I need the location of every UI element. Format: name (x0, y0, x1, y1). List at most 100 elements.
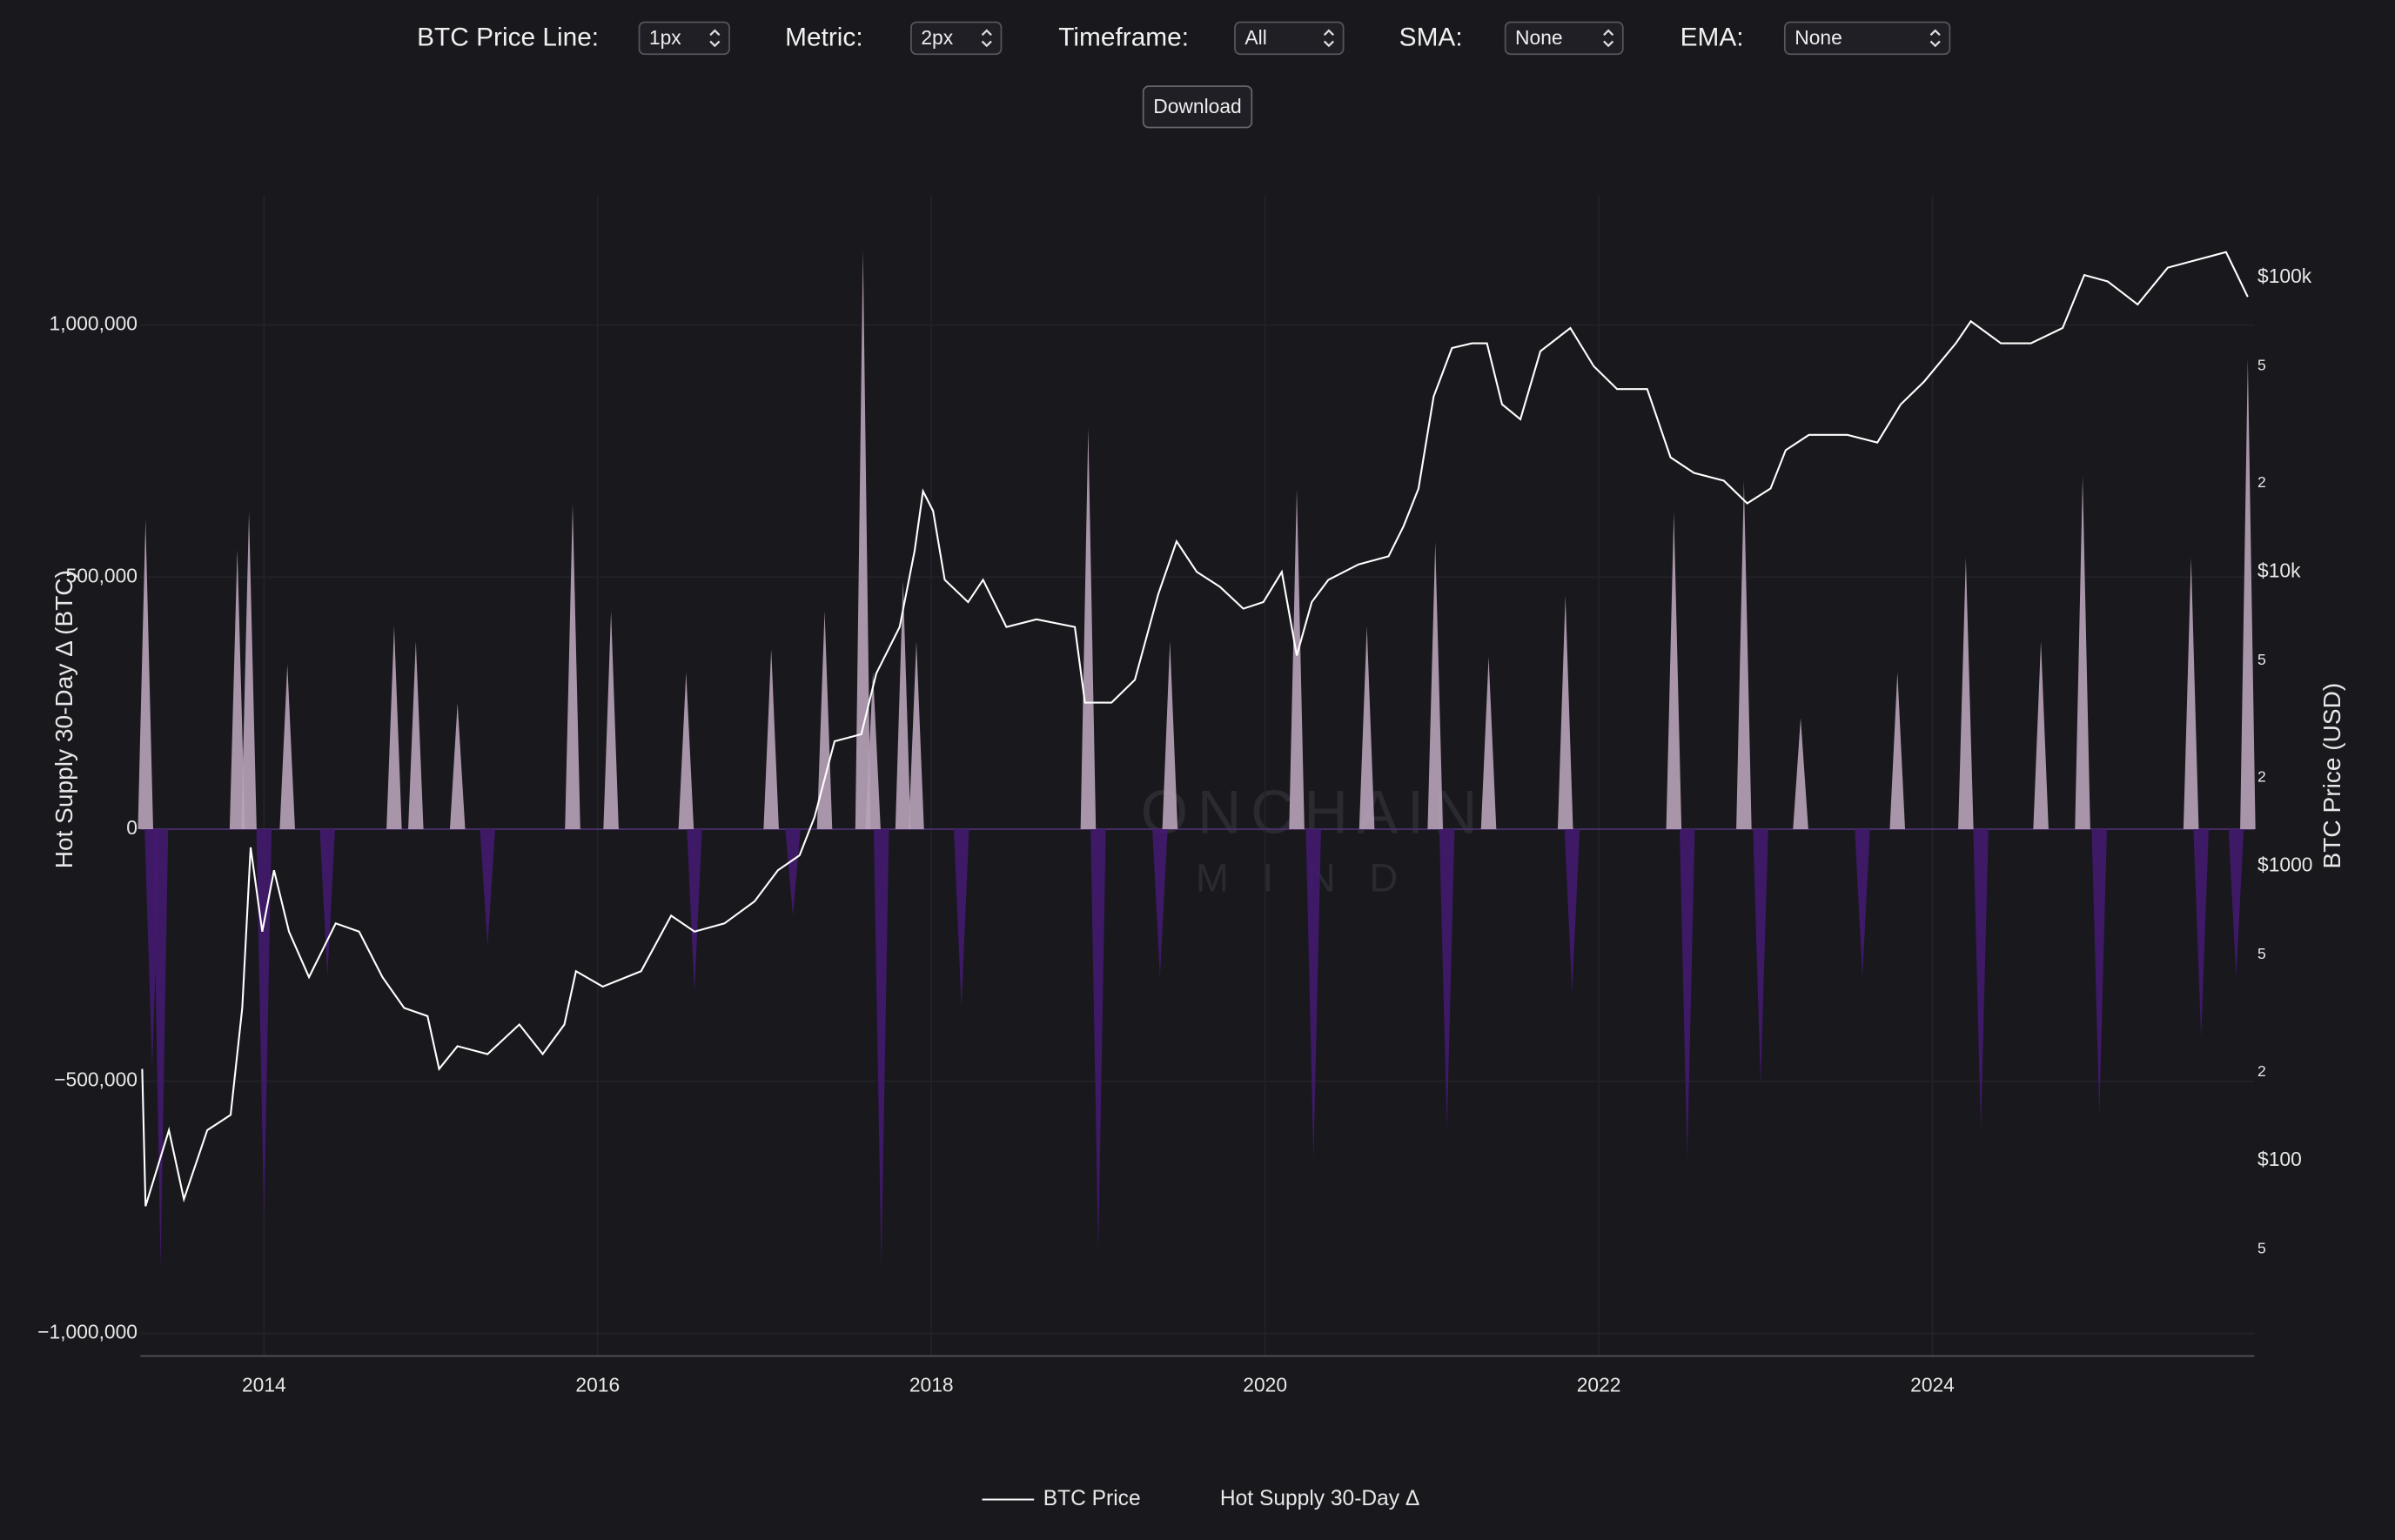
spike (1564, 829, 1580, 993)
download-button[interactable]: Download (1142, 85, 1253, 129)
x-tick-label: 2022 (1577, 1374, 1621, 1396)
y-axis-title: Hot Supply 30-Day Δ (BTC) (50, 570, 77, 868)
spike (895, 579, 911, 830)
spike (1152, 829, 1168, 978)
spike (1427, 541, 1443, 830)
control-label: Timeframe: (1058, 23, 1190, 52)
y2-tick-label: 2 (2257, 767, 2266, 785)
chevron (981, 29, 992, 48)
spike (229, 549, 245, 830)
spike (2091, 829, 2108, 1115)
y-tick-label: −1,000,000 (37, 1320, 138, 1342)
x-tick-label: 2018 (909, 1374, 954, 1396)
spike (480, 829, 496, 947)
spike (1753, 829, 1768, 1085)
spike (1855, 829, 1870, 978)
y2-tick-label: 5 (2257, 651, 2266, 668)
select-value: All (1244, 25, 1267, 50)
select[interactable]: None (1783, 21, 1951, 56)
spike (1679, 829, 1695, 1162)
spike (953, 829, 969, 1008)
spike (2033, 640, 2049, 830)
legend-label: Hot Supply 30-Day Δ (1220, 1487, 1419, 1510)
spike (603, 611, 619, 830)
spike (816, 611, 833, 830)
select[interactable]: None (1504, 21, 1624, 56)
x-tick-label: 2014 (242, 1374, 286, 1396)
spike (241, 511, 257, 830)
spike (2183, 557, 2199, 830)
price-line (141, 251, 2249, 1207)
spike (2075, 476, 2090, 830)
select-value: None (1515, 25, 1563, 50)
y2-tick-label: 2 (2257, 473, 2266, 491)
y-tick-label: 0 (126, 816, 138, 839)
x-tick-label: 2024 (1910, 1374, 1955, 1396)
spike (319, 829, 335, 978)
spike (386, 626, 402, 830)
control-label: Metric: (785, 23, 863, 52)
y2-tick-label: $1000 (2257, 854, 2312, 876)
y2-tick-label: $100 (2257, 1148, 2302, 1170)
y-tick-label: −500,000 (54, 1068, 138, 1091)
spike (1889, 672, 1906, 830)
y2-axis-title: BTC Price (USD) (2318, 683, 2345, 869)
chevron (1603, 29, 1614, 48)
spike (1359, 626, 1375, 830)
y2-tick-label: $100k (2257, 264, 2312, 287)
spike (2228, 829, 2244, 978)
spike (152, 829, 169, 1269)
control-label: BTC Price Line: (417, 23, 600, 52)
chevron (1929, 29, 1941, 48)
select[interactable]: All (1234, 21, 1345, 56)
watermark: MIND (1196, 856, 1432, 901)
spike (256, 829, 272, 1222)
y2-tick-label: 5 (2257, 356, 2266, 373)
select-value: None (1795, 25, 1842, 50)
select[interactable]: 2px (910, 21, 1003, 56)
control-label: SMA: (1399, 23, 1463, 52)
spike (1305, 829, 1322, 1162)
select-value: 2px (921, 25, 954, 50)
spike (565, 504, 580, 830)
select[interactable]: 1px (638, 21, 730, 56)
y2-tick-label: 5 (2257, 1240, 2266, 1257)
y-tick-label: 1,000,000 (50, 312, 138, 335)
spike (909, 640, 924, 830)
x-tick-label: 2020 (1243, 1374, 1287, 1396)
spike (855, 249, 871, 830)
spike (1736, 480, 1752, 830)
y2-tick-label: $10k (2257, 559, 2301, 581)
y2-tick-label: 5 (2257, 945, 2266, 962)
spike (2193, 829, 2209, 1039)
spike (1666, 511, 1682, 830)
y-tick-label: 500,000 (66, 564, 138, 586)
spike (408, 640, 424, 830)
spike (1793, 717, 1808, 830)
x-tick-label: 2016 (575, 1374, 620, 1396)
spike (1958, 557, 1974, 830)
spike (678, 672, 694, 830)
spike (2240, 358, 2256, 830)
spike (1973, 829, 1989, 1130)
chevron (709, 29, 721, 48)
spike (865, 672, 881, 830)
spike (138, 519, 153, 830)
spike (1162, 640, 1178, 830)
spike (763, 648, 779, 830)
spike (1080, 427, 1097, 830)
spike (1557, 595, 1573, 830)
spike (449, 703, 466, 830)
spike (873, 829, 889, 1269)
spike (1289, 488, 1305, 830)
chevron (1323, 29, 1335, 48)
spike (785, 829, 801, 916)
spike (279, 664, 295, 830)
spike (1439, 829, 1455, 1130)
spike (1480, 656, 1497, 830)
spike (1090, 829, 1106, 1253)
legend-label: BTC Price (1043, 1487, 1141, 1510)
